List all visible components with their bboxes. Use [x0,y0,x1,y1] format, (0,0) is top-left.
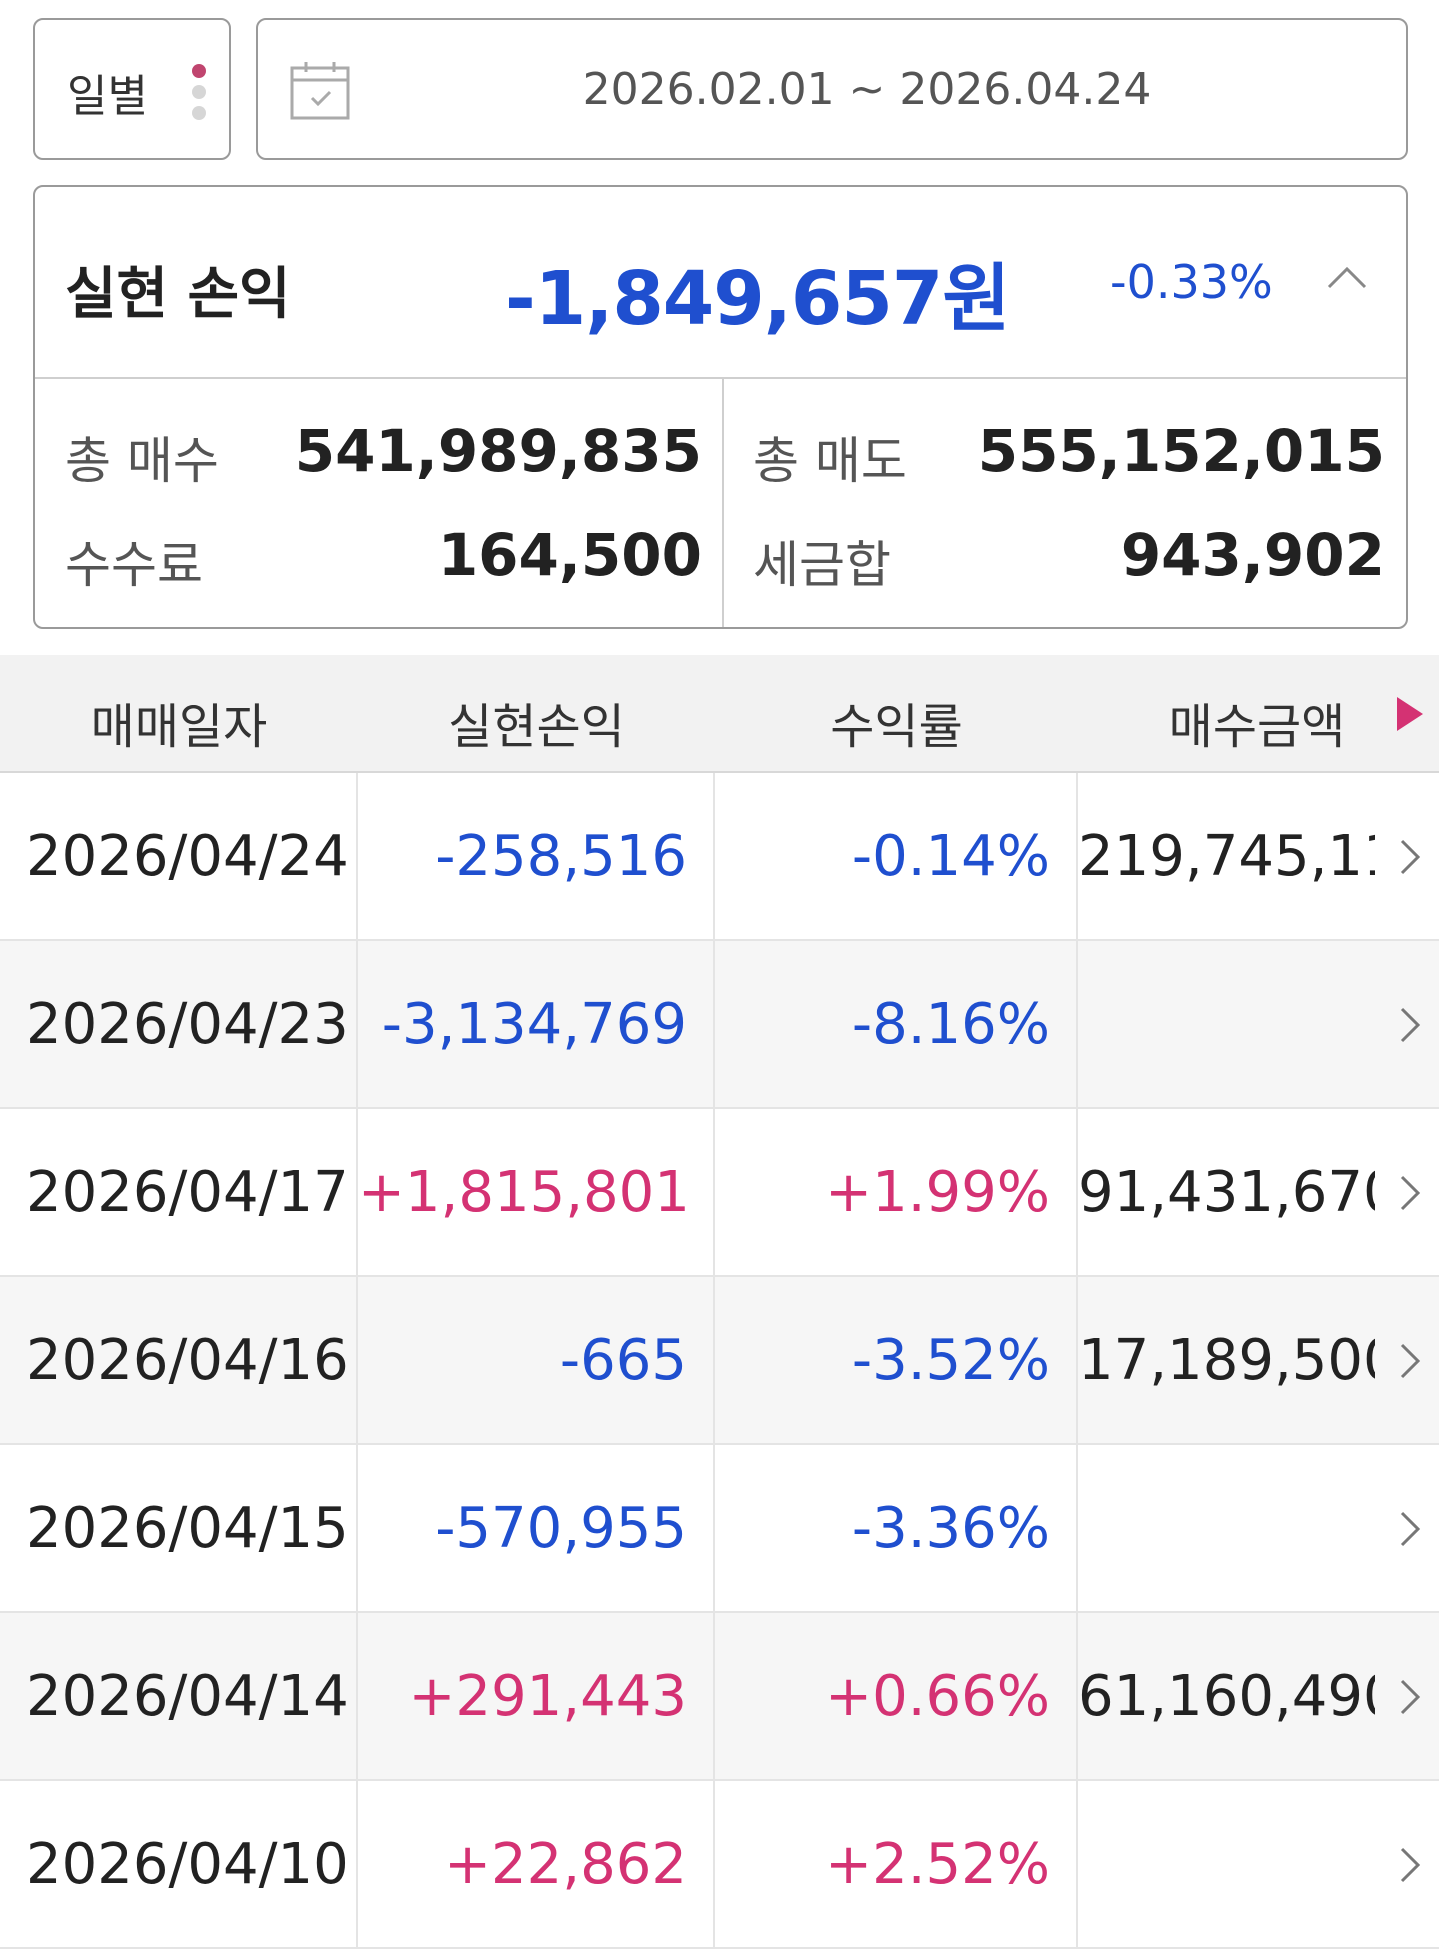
row-pl: +1,815,801 [358,1109,715,1277]
summary-title: 실현 손익 [65,262,291,327]
chevron-up-icon[interactable] [1325,259,1369,295]
row-date: 2026/04/24 [0,773,358,941]
table-row[interactable]: 2026/04/24 -258,516 -0.14% 219,745,110 [0,773,1439,941]
period-dot-active [192,64,206,78]
row-date: 2026/04/17 [0,1109,358,1277]
header-pl: 실현손익 [448,699,625,755]
date-range-picker[interactable]: 2026.02.01 ~ 2026.04.24 [256,18,1408,160]
row-buy-amount: 219,745,110 [1078,824,1375,889]
header-buy-amount: 매수금액 [1168,699,1346,755]
row-rate: -3.52% [715,1277,1078,1445]
row-rate: -3.36% [715,1445,1078,1613]
total-sell-label: 총 매도 [753,432,907,490]
table-row[interactable]: 2026/04/17 +1,815,801 +1.99% 91,431,670 [0,1109,1439,1277]
row-pl: +291,443 [358,1613,715,1781]
table-header: 매매일자 실현손익 수익률 매수금액 [0,655,1439,773]
table-row[interactable]: 2026/04/16 -665 -3.52% 17,189,500 [0,1277,1439,1445]
fee-label: 수수료 [65,536,203,594]
tax-label: 세금합 [753,536,891,594]
total-sell-value: 555,152,015 [977,417,1385,485]
table-row[interactable]: 2026/04/14 +291,443 +0.66% 61,160,490 [0,1613,1439,1781]
table-row[interactable]: 2026/04/10 +22,862 +2.52% [0,1781,1439,1949]
row-buy-amount [1078,941,1375,1109]
row-pl: -3,134,769 [358,941,715,1109]
chevron-right-icon [1400,839,1421,875]
chevron-right-icon [1400,1343,1421,1379]
summary-rate: -0.33% [1110,255,1273,309]
total-buy-label: 총 매수 [65,432,219,490]
row-rate: +2.52% [715,1781,1078,1949]
chevron-right-icon [1400,1007,1421,1043]
row-rate: -8.16% [715,941,1078,1109]
period-dot [192,85,206,99]
row-date: 2026/04/10 [0,1781,358,1949]
fee: 수수료 164,500 [65,521,702,595]
chevron-right-icon [1400,1511,1421,1547]
row-pl: -665 [358,1277,715,1445]
total-buy: 총 매수 541,989,835 [65,417,702,491]
summary-header[interactable]: 실현 손익 -1,849,657원 -0.33% [35,187,1406,379]
total-buy-value: 541,989,835 [294,417,702,485]
header-date: 매매일자 [90,699,268,755]
row-date: 2026/04/16 [0,1277,358,1445]
row-rate: -0.14% [715,773,1078,941]
table-row[interactable]: 2026/04/23 -3,134,769 -8.16% [0,941,1439,1109]
scroll-right-arrow-icon[interactable] [1395,695,1425,733]
filter-bar: 일별 2026.02.01 ~ 2026.04.24 [33,18,1408,160]
row-rate: +1.99% [715,1109,1078,1277]
chevron-right-icon [1400,1175,1421,1211]
trade-table: 2026/04/24 -258,516 -0.14% 219,745,110 2… [0,773,1439,1949]
summary-details: 총 매수 541,989,835 총 매도 555,152,015 수수료 16… [35,379,1406,627]
tax: 세금합 943,902 [753,521,1385,595]
tax-value: 943,902 [1120,521,1385,589]
row-rate: +0.66% [715,1613,1078,1781]
row-pl: +22,862 [358,1781,715,1949]
row-buy-amount: 91,431,670 [1078,1160,1375,1225]
period-indicator-dots [192,64,208,124]
chevron-right-icon [1400,1679,1421,1715]
period-selector-button[interactable]: 일별 [33,18,231,160]
summary-divider [722,379,724,627]
row-pl: -570,955 [358,1445,715,1613]
period-label: 일별 [67,71,148,122]
summary-amount: -1,849,657원 [505,256,1010,342]
row-pl: -258,516 [358,773,715,941]
row-buy-amount: 61,160,490 [1078,1664,1375,1729]
total-sell: 총 매도 555,152,015 [753,417,1385,491]
chevron-right-icon [1400,1847,1421,1883]
date-range-text: 2026.02.01 ~ 2026.04.24 [582,64,1152,115]
row-date: 2026/04/15 [0,1445,358,1613]
row-date: 2026/04/14 [0,1613,358,1781]
header-rate: 수익률 [830,699,963,755]
calendar-icon [290,62,350,120]
row-date: 2026/04/23 [0,941,358,1109]
fee-value: 164,500 [437,521,702,589]
realized-pl-summary: 실현 손익 -1,849,657원 -0.33% 총 매수 541,989,83… [33,185,1408,629]
table-row[interactable]: 2026/04/15 -570,955 -3.36% [0,1445,1439,1613]
row-buy-amount: 17,189,500 [1078,1328,1375,1393]
period-dot [192,106,206,120]
row-buy-amount [1078,1781,1375,1949]
row-buy-amount [1078,1445,1375,1613]
